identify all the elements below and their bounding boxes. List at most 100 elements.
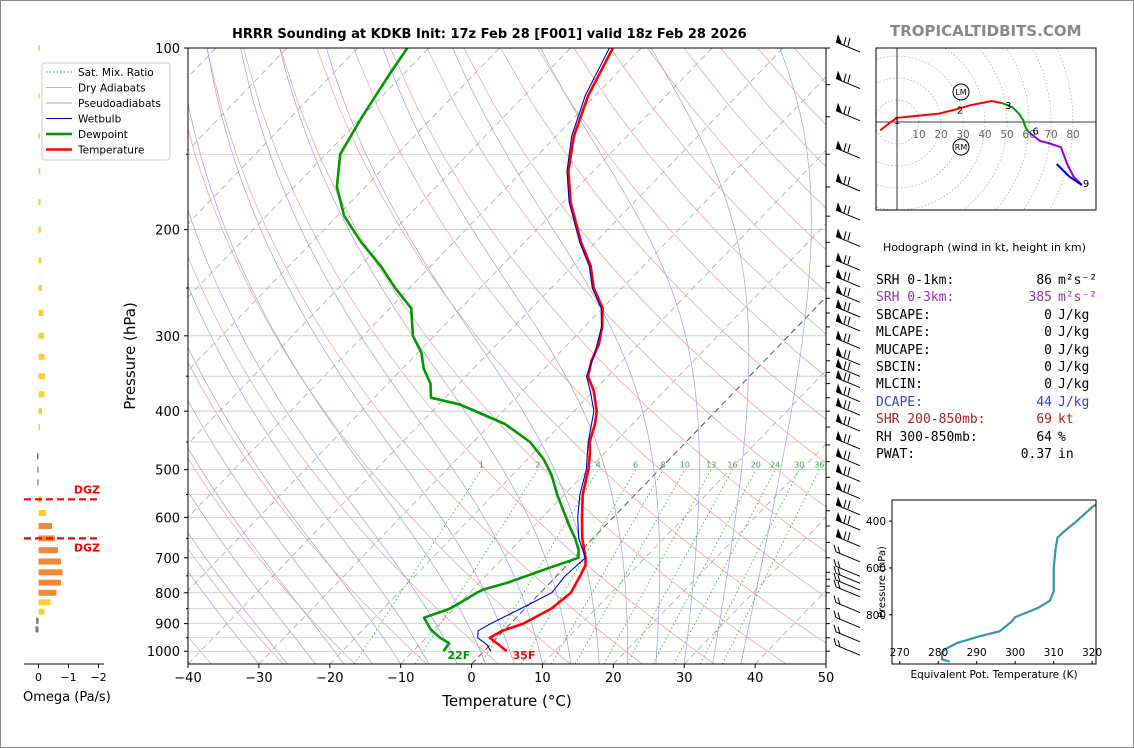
wind-barb-feather — [837, 546, 841, 554]
thetae-x-tick-label: 320 — [1082, 647, 1102, 659]
y-tick-label: 100 — [155, 42, 180, 57]
omega-bar — [38, 558, 61, 565]
wind-barb-flag — [836, 173, 842, 183]
mixing-ratio-line — [603, 469, 712, 664]
wind-barb-feather — [843, 386, 847, 395]
wind-barb-feather — [847, 256, 851, 265]
wind-barb-feather — [843, 287, 847, 296]
pseudoadiabat — [326, 48, 600, 664]
wind-barb-feather — [847, 334, 851, 343]
omega-bar — [38, 257, 42, 264]
stat-row: DCAPE: 44 J/kg — [876, 394, 1097, 411]
wind-barb-feather — [833, 572, 837, 581]
y-tick-label: 400 — [155, 405, 180, 420]
x-tick-label: 0 — [467, 671, 475, 686]
y-tick-label: 800 — [155, 587, 180, 602]
stat-label: PWAT: — [876, 447, 916, 463]
wind-barb-feather — [843, 349, 847, 358]
omega-bar — [38, 424, 40, 431]
stat-unit: m²s⁻² — [1058, 273, 1098, 288]
wind-barb — [833, 572, 861, 591]
thetae-profile — [940, 503, 1096, 663]
wind-barb — [833, 544, 861, 563]
stat-row: MUCAPE: 0 J/kg — [876, 342, 1097, 359]
wind-barb-flag — [836, 102, 842, 113]
wind-barb-feather — [847, 288, 851, 297]
stat-row: SBCAPE: 0 J/kg — [876, 307, 1097, 324]
x-tick-label: −10 — [387, 671, 414, 686]
wind-barb — [835, 312, 861, 332]
dry-adiabat — [188, 457, 356, 664]
x-tick-label: −40 — [174, 671, 201, 686]
wind-barb-shaft — [835, 180, 861, 192]
hodo-ring-label: 60 — [1022, 129, 1035, 141]
wind-barb-flag — [836, 202, 842, 213]
wind-barb-shaft — [835, 438, 861, 450]
dry-adiabat — [500, 48, 826, 420]
y-axis-label: Pressure (hPa) — [121, 302, 139, 410]
wind-barb-feather — [847, 401, 851, 410]
omega-bar — [38, 226, 41, 233]
wind-barb — [835, 496, 861, 516]
wind-barb-feather — [847, 350, 851, 359]
hodo-ring-label: 40 — [978, 129, 991, 141]
wind-barb-feather — [837, 626, 841, 634]
hodo-trace — [1028, 131, 1083, 186]
y-tick-label: 500 — [155, 464, 180, 479]
stat-label: MUCAPE: — [876, 342, 931, 358]
omega-bar — [38, 285, 43, 291]
wind-barb-flag — [836, 140, 842, 151]
wind-barb-feather — [847, 467, 851, 476]
isotherm — [258, 76, 826, 664]
stat-row: SBCIN: 0 J/kg — [876, 359, 1097, 376]
isotherm — [613, 443, 826, 664]
wind-barb — [835, 202, 861, 221]
omega-bar — [38, 408, 43, 415]
wind-barb-feather — [837, 574, 841, 583]
dewpoint-profile — [335, 48, 580, 652]
wind-barb-shaft — [835, 377, 861, 389]
omega-bar — [35, 626, 39, 633]
legend: Sat. Mix. Ratio Dry Adiabats Pseudoadiabat… — [41, 62, 171, 161]
pseudoadiabat — [188, 491, 316, 664]
thetae-frame — [891, 499, 1097, 665]
stat-unit: J/kg — [1058, 377, 1090, 393]
stat-row: MLCAPE: 0 J/kg — [876, 324, 1097, 341]
wind-barb-feather — [843, 105, 847, 114]
pseudoadiabat — [740, 48, 812, 664]
omega-tick-label: −1 — [60, 671, 76, 684]
mixing-ratio-line — [699, 469, 800, 664]
stat-unit: kt — [1058, 412, 1074, 428]
stat-value: 44 — [1036, 394, 1052, 410]
pseudoadiabat — [540, 48, 700, 664]
hodo-storm-marker — [952, 138, 970, 156]
legend-box — [41, 62, 171, 161]
wind-barb-shaft — [835, 535, 861, 547]
isotherm — [400, 223, 826, 664]
wind-barb-feather — [833, 624, 837, 632]
omega-tick-label: −2 — [90, 671, 106, 684]
mixing-ratio-line — [480, 469, 599, 664]
mixing-ratio-label: 4 — [596, 461, 601, 470]
wind-barb-flag — [836, 413, 842, 424]
omega-bar — [38, 579, 61, 586]
pseudoadiabat — [188, 208, 458, 664]
thetae-y-axis-label: Pressure (hPa) — [877, 546, 888, 618]
wind-barb-feather — [833, 595, 837, 603]
wind-barb-feather — [833, 610, 837, 618]
wind-barb-flag — [836, 512, 842, 522]
wind-barb — [835, 480, 861, 500]
thetae-x-tick-label: 300 — [1005, 647, 1025, 659]
wind-barb-feather — [843, 433, 847, 443]
wind-barb-feather — [847, 205, 851, 215]
wind-barb-flag — [836, 383, 842, 394]
thetae-x-axis-label: Equivalent Pot. Temperature (K) — [910, 669, 1077, 681]
wind-barb-feather — [847, 74, 851, 83]
wind-barb-shaft — [835, 320, 861, 332]
wind-barb — [835, 447, 861, 467]
omega-bar — [38, 599, 51, 606]
omega-bar — [37, 466, 39, 473]
wind-barb-feather — [847, 484, 851, 493]
mixing-ratio-label: 24 — [770, 461, 780, 470]
stat-value: 0 — [1044, 377, 1052, 393]
